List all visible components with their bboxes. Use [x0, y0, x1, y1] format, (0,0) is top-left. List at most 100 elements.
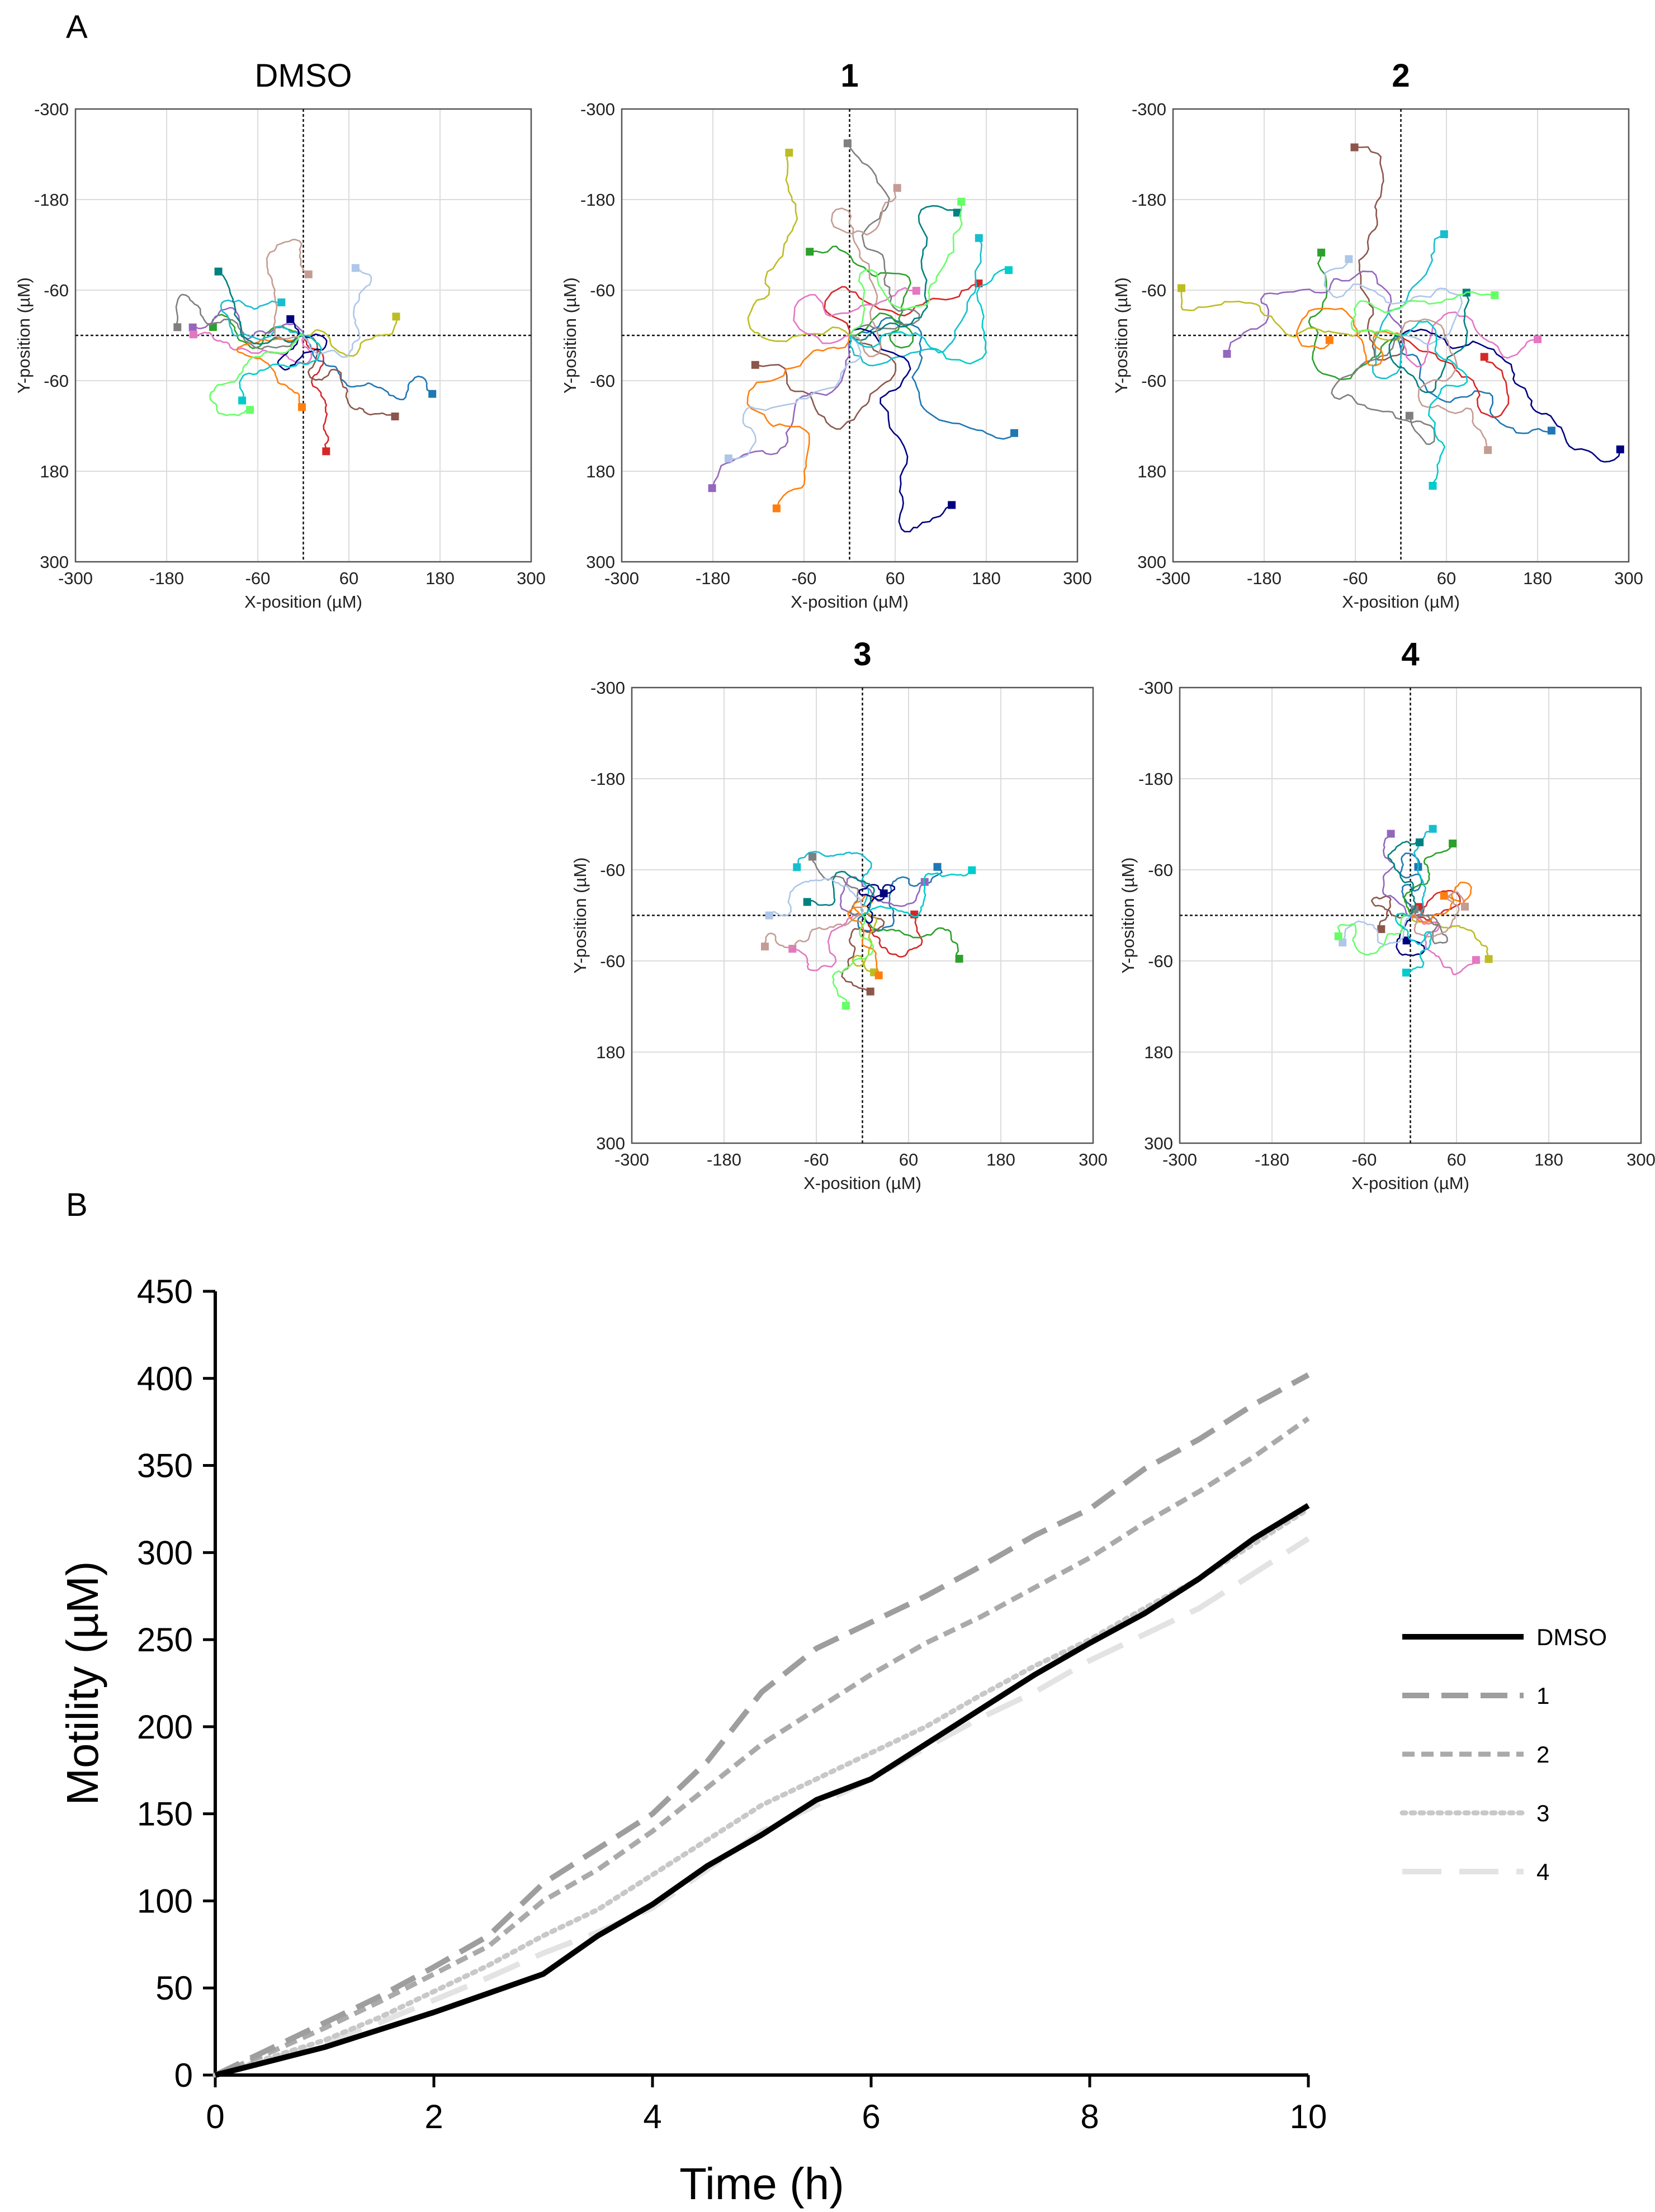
track-endpoint [1334, 932, 1342, 940]
panel-title: 4 [1401, 636, 1419, 672]
track-endpoint [948, 501, 956, 509]
track-endpoint [246, 406, 254, 414]
y-tick-label: -300 [34, 100, 69, 119]
y-tick-label: 180 [596, 1043, 625, 1062]
track-endpoint [785, 149, 793, 157]
x-tick-label: 300 [1079, 1150, 1108, 1169]
y-tick-label: -60 [44, 281, 69, 300]
track-endpoint [1461, 902, 1469, 911]
track-endpoint [879, 889, 888, 898]
cell-track [849, 268, 1009, 364]
cell-track [862, 915, 960, 960]
y-tick-label: -60 [600, 860, 625, 880]
x-tick-label: 300 [1614, 569, 1643, 588]
track-endpoint [788, 945, 797, 953]
track-panels: DMSO-300 -180 -60 60 180 300-300-180-60-60180… [14, 58, 1655, 1193]
track-endpoint [1223, 350, 1231, 358]
cell-track [849, 201, 963, 336]
cell-track [847, 143, 920, 336]
track-endpoint [803, 898, 811, 906]
x-tick-label: -300 [1162, 1150, 1197, 1169]
cell-track [862, 869, 973, 918]
track-endpoint [933, 863, 942, 871]
track-endpoint [1345, 255, 1353, 263]
x-tick-label: 180 [1534, 1150, 1563, 1169]
track-endpoint [806, 248, 814, 256]
track-endpoint [1416, 838, 1424, 846]
track-endpoint [761, 942, 769, 951]
x-axis-label: X-position (µM) [244, 592, 362, 612]
track-endpoint [1429, 482, 1437, 490]
cell-track [1400, 311, 1538, 368]
x-tick-label: 2 [424, 2098, 443, 2135]
y-tick-label: 350 [137, 1447, 193, 1485]
track-endpoint [1350, 143, 1359, 151]
track-panel-5: 4-300 -180 -60 60 180 300-300-180-60-60180300… [1118, 636, 1655, 1193]
y-tick-label: 250 [137, 1621, 193, 1659]
track-endpoint [765, 911, 773, 920]
track-endpoint [975, 234, 983, 242]
track-endpoint [322, 447, 330, 456]
x-axis-label: Time (h) [679, 2159, 844, 2209]
y-tick-label: -60 [1141, 281, 1166, 300]
motility-line-chart: 0 50 100 150 200 250 300 350 400 450 0 2 4 6 8 10 Time (… [58, 1273, 1607, 2209]
y-tick-label: -60 [1141, 371, 1166, 391]
track-endpoint [1178, 284, 1185, 292]
panel-title: 2 [1392, 58, 1410, 94]
track-panel-4: 3-300 -180 -60 60 180 300-300-180-60-60180300… [570, 636, 1108, 1193]
track-endpoint [920, 878, 929, 886]
cell-tracks [708, 139, 1018, 533]
cell-track [175, 293, 304, 350]
y-tick-label: 450 [137, 1273, 193, 1310]
x-tick-label: 60 [339, 569, 358, 588]
cell-track [1387, 841, 1420, 916]
cell-track [1401, 320, 1468, 486]
track-endpoint [1402, 936, 1411, 945]
y-axis-label: Motility (µM) [58, 1561, 107, 1805]
panel-label-b: B [66, 1187, 88, 1223]
y-tick-label: -180 [590, 769, 625, 789]
cell-track [1400, 335, 1510, 418]
cell-track [849, 317, 1015, 440]
cell-track [303, 334, 395, 418]
track-endpoint [955, 955, 963, 963]
x-tick-label: -300 [614, 1150, 649, 1169]
track-endpoint [874, 971, 883, 979]
track-endpoint [238, 396, 247, 405]
track-endpoint [953, 209, 961, 217]
cell-track [810, 245, 914, 349]
y-tick-label: 180 [1144, 1043, 1173, 1062]
y-tick-label: -180 [1138, 769, 1173, 789]
track-endpoint [724, 454, 732, 462]
x-axis-label: X-position (µM) [803, 1173, 921, 1193]
x-tick-label: 4 [643, 2098, 661, 2135]
cell-track [220, 299, 304, 341]
cell-track [832, 915, 874, 1006]
cell-track [858, 884, 896, 924]
y-tick-label: -60 [1148, 860, 1173, 880]
cell-tracks [1178, 143, 1624, 490]
track-endpoint [1484, 446, 1492, 454]
track-endpoint [1387, 830, 1395, 838]
track-endpoint [1010, 429, 1018, 437]
track-endpoint [1547, 427, 1555, 435]
track-endpoint [772, 504, 781, 513]
track-endpoint [1491, 291, 1499, 300]
track-endpoint [1005, 266, 1013, 274]
cell-track [862, 914, 923, 958]
x-axis-label: X-position (µM) [1342, 592, 1460, 612]
panel-title: 3 [853, 636, 871, 672]
x-tick-label: -60 [245, 569, 271, 588]
y-axis-label: Y-position (µM) [570, 858, 590, 974]
track-endpoint [298, 403, 306, 411]
y-tick-label: 0 [174, 2057, 193, 2094]
y-tick-label: 300 [40, 552, 69, 572]
cell-track [303, 316, 398, 357]
track-panel-3: 2-300 -180 -60 60 180 300-300-180-60-60180300… [1112, 58, 1643, 612]
track-endpoint [1616, 445, 1624, 453]
cell-track [1372, 233, 1445, 380]
y-tick-label: -300 [1138, 678, 1173, 698]
cell-tracks [1334, 825, 1493, 977]
cell-track [849, 205, 958, 342]
x-tick-label: -300 [58, 569, 93, 588]
